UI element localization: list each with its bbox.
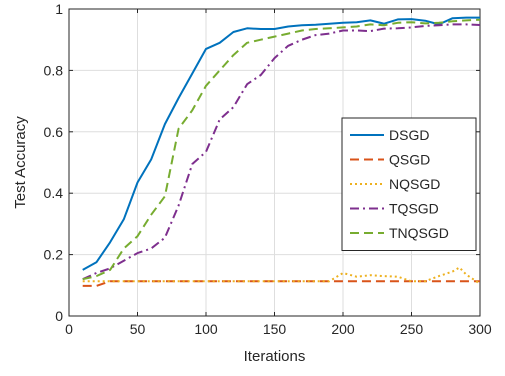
x-axis-label: Iterations (244, 348, 306, 365)
legend-label-dsgd: DSGD (389, 127, 429, 143)
y-tick-label: 0.6 (44, 124, 64, 140)
series-line-qsgd (82, 280, 480, 287)
legend-label-tqsgd: TQSGD (389, 201, 439, 217)
x-tick-label: 250 (400, 321, 424, 337)
legend: DSGD QSGD NQSGD TQSGD TNQSGD (341, 117, 477, 251)
x-tick-label: 300 (468, 321, 492, 337)
series-line-dsgd (82, 16, 480, 271)
legend-items: DSGD QSGD NQSGD TQSGD TNQSGD (350, 127, 449, 241)
x-tick-label: 0 (65, 321, 73, 337)
y-tick-label: 0.4 (44, 185, 64, 201)
series-line-tnqsgd (82, 18, 481, 281)
y-tick-label: 0.8 (44, 62, 64, 78)
legend-box (341, 117, 477, 251)
y-axis-ticks: 0 0.2 0.4 0.6 0.8 1 (44, 1, 480, 324)
legend-label-nqsgd: NQSGD (389, 176, 440, 192)
y-tick-label: 0.2 (44, 247, 64, 263)
x-axis-ticks: 0 50 100 150 200 250 300 (65, 9, 492, 337)
legend-label-qsgd: QSGD (389, 152, 430, 168)
series-lines (82, 16, 481, 287)
y-tick-label: 0 (55, 308, 63, 324)
x-tick-label: 150 (263, 321, 287, 337)
x-tick-label: 50 (130, 321, 146, 337)
y-axis-label: Test Accuracy (12, 116, 29, 209)
x-tick-label: 200 (331, 321, 355, 337)
x-tick-label: 100 (194, 321, 218, 337)
legend-label-tnqsgd: TNQSGD (389, 225, 449, 241)
series-line-tqsgd (82, 23, 481, 281)
y-tick-label: 1 (55, 1, 63, 17)
